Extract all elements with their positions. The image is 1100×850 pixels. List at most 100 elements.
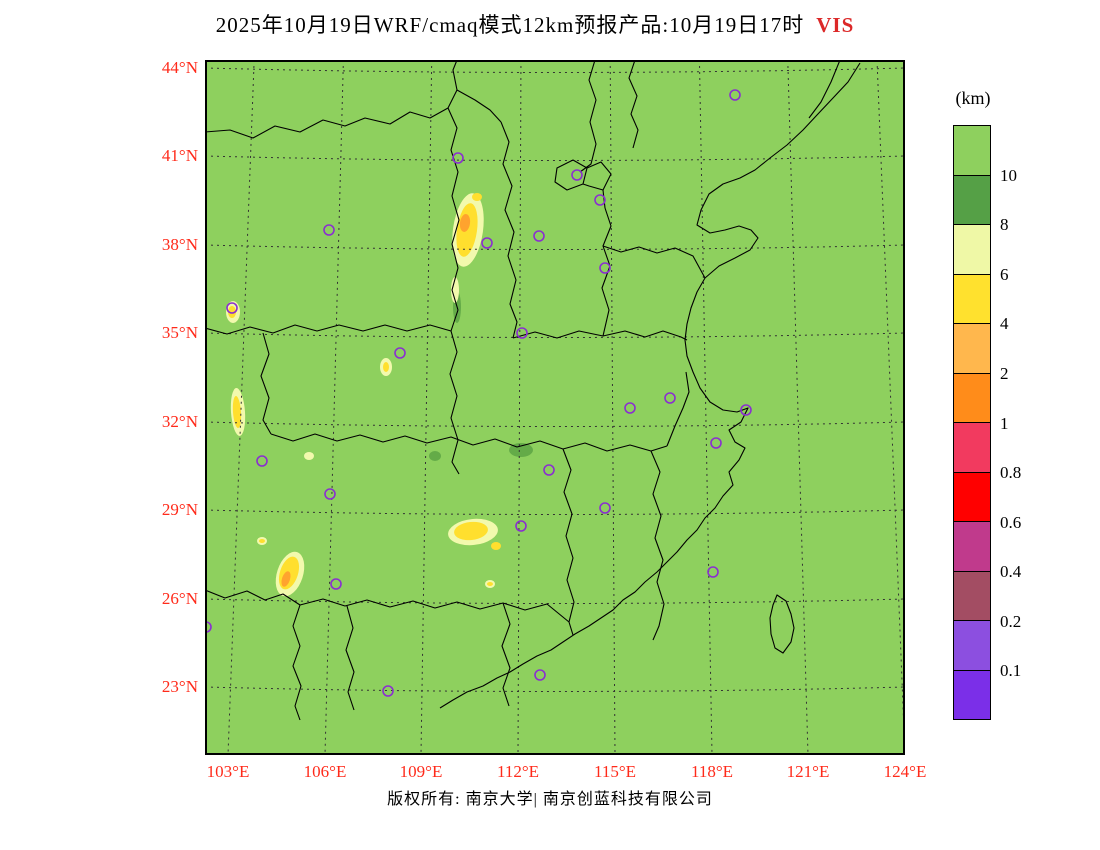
colorbar-tick: 0.1	[1000, 661, 1022, 681]
station-marker	[571, 169, 583, 181]
lat-label: 41°N	[161, 146, 198, 165]
station-marker	[543, 464, 555, 476]
parallel-gridline	[205, 155, 905, 161]
province-boundary	[602, 245, 706, 279]
station-marker	[534, 669, 546, 681]
lon-label: 112°E	[496, 762, 540, 781]
colorbar-tick: 0.2	[1000, 611, 1022, 631]
colorbar-cell	[954, 324, 990, 374]
parallel-gridline	[205, 421, 905, 427]
lat-label: 32°N	[161, 412, 198, 431]
station-marker	[515, 520, 527, 532]
meridian-gridline	[420, 60, 433, 755]
visibility-patch-yellow	[232, 396, 242, 428]
visibility-patch-pale	[451, 277, 459, 303]
station-marker	[624, 402, 636, 414]
station-marker	[533, 230, 545, 242]
colorbar-cell	[954, 621, 990, 671]
visibility-patch-yellow	[487, 582, 493, 586]
lat-label: 26°N	[161, 589, 198, 608]
colorbar-cell	[954, 274, 990, 324]
station-marker	[707, 566, 719, 578]
province-boundary	[808, 60, 841, 119]
colorbar-cell	[954, 225, 990, 275]
visibility-patch-dark	[429, 451, 441, 461]
station-marker	[481, 237, 493, 249]
map-frame	[205, 60, 905, 755]
province-boundary	[260, 332, 272, 435]
colorbar-tick: 0.6	[1000, 512, 1022, 532]
copyright-footer: 版权所有: 南京大学| 南京创蓝科技有限公司	[387, 791, 713, 808]
province-boundary	[512, 330, 688, 341]
province-boundary	[270, 433, 668, 452]
lat-label: 29°N	[161, 500, 198, 519]
lon-label: 109°E	[399, 762, 443, 781]
colorbar-cell	[954, 175, 990, 225]
lon-label: 106°E	[303, 762, 347, 781]
province-boundary	[602, 189, 606, 209]
colorbar-tick: 0.4	[1000, 562, 1022, 582]
colorbar	[953, 125, 991, 720]
visibility-patch-yellow	[228, 306, 236, 318]
province-boundary	[205, 60, 458, 139]
province-boundary	[769, 594, 795, 654]
province-boundary	[650, 450, 665, 641]
province-boundary	[447, 107, 460, 311]
visibility-patch-yellow	[259, 539, 265, 543]
lon-label: 124°E	[883, 762, 927, 781]
colorbar-cell	[954, 670, 990, 719]
colorbar-cell	[954, 571, 990, 621]
meridian-gridline	[787, 60, 809, 755]
meridian-gridline	[609, 60, 616, 755]
meridian-gridline	[227, 60, 255, 755]
visibility-patch-orange	[281, 571, 291, 587]
colorbar-cell	[954, 373, 990, 423]
province-boundary	[345, 605, 355, 711]
station-marker	[226, 302, 238, 314]
province-boundary	[449, 330, 460, 475]
province-boundary	[579, 60, 597, 173]
colorbar-tick: 8	[1000, 215, 1009, 235]
province-boundary	[299, 598, 570, 623]
province-boundary	[205, 309, 459, 335]
province-boundary	[456, 89, 502, 123]
lat-label: 35°N	[161, 323, 198, 342]
visibility-patch-yellow	[383, 362, 389, 372]
map-svg	[205, 60, 905, 755]
meridian-gridline	[324, 60, 344, 755]
lat-label: 44°N	[161, 58, 198, 77]
province-boundary	[439, 62, 861, 709]
province-boundary	[500, 121, 518, 339]
lat-label: 38°N	[161, 235, 198, 254]
station-marker	[664, 392, 676, 404]
station-marker	[599, 262, 611, 274]
lat-label: 23°N	[161, 677, 198, 696]
station-marker	[594, 194, 606, 206]
parallel-gridline	[205, 686, 905, 692]
province-boundary	[501, 602, 511, 707]
station-marker	[394, 347, 406, 359]
station-marker	[323, 224, 335, 236]
province-boundary	[205, 589, 302, 721]
lon-label: 115°E	[593, 762, 637, 781]
lon-label: 118°E	[690, 762, 734, 781]
station-marker	[452, 152, 464, 164]
province-boundary	[628, 60, 639, 149]
station-marker	[382, 685, 394, 697]
province-boundary	[666, 371, 690, 447]
colorbar-cell	[954, 522, 990, 572]
station-marker	[710, 437, 722, 449]
station-marker	[516, 327, 528, 339]
parallel-gridline	[205, 509, 905, 515]
page-title: 2025年10月19日WRF/cmaq模式12km预报产品:10月19日17时 V…	[0, 9, 1070, 39]
colorbar-cell	[954, 423, 990, 473]
station-marker	[324, 488, 336, 500]
title-variable: VIS	[816, 13, 855, 37]
meridian-gridline	[876, 60, 905, 755]
station-marker	[330, 578, 342, 590]
colorbar-unit: (km)	[955, 88, 991, 108]
visibility-patch-yellow	[491, 542, 501, 550]
station-marker	[256, 455, 268, 467]
title-main: 2025年10月19日WRF/cmaq模式12km预报产品:10月19日17时	[215, 13, 805, 37]
colorbar-cell	[954, 126, 990, 176]
